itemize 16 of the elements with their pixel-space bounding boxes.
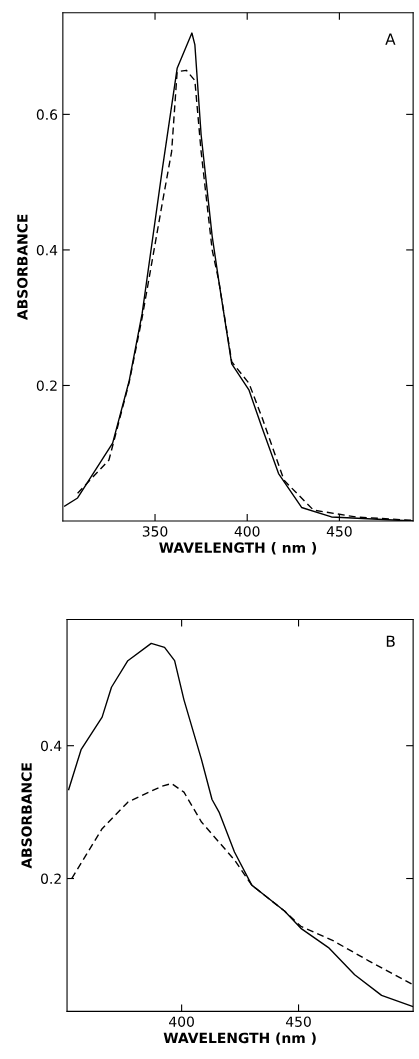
y-tick-label: 0.2 — [41, 873, 61, 884]
x-axis-title: WAVELENGTH (nm ) — [163, 1032, 316, 1045]
annotation: B — [386, 635, 395, 647]
x-tick-label: 450 — [326, 526, 352, 537]
x-tick-label: 350 — [142, 526, 168, 537]
y-tick-label: 0.6 — [36, 109, 58, 120]
y-axis-title: ABSORBANCE — [21, 763, 32, 869]
y-axis-title: ABSORBANCE — [17, 214, 28, 321]
y-tick-label: 0.4 — [41, 740, 62, 752]
x-tick-label: 450 — [285, 1016, 311, 1027]
x-tick-label: 400 — [234, 526, 260, 537]
annotation: A — [385, 33, 396, 45]
y-tick-label: 0.4 — [36, 244, 58, 256]
x-tick-label: 400 — [169, 1016, 194, 1027]
x-axis-title: WAVELENGTH ( nm ) — [159, 542, 317, 555]
y-tick-label: 0.2 — [36, 380, 57, 391]
